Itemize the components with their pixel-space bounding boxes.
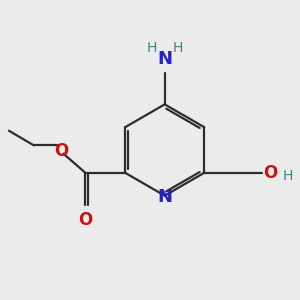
Text: H: H <box>146 41 157 55</box>
Text: H: H <box>283 169 293 183</box>
Text: N: N <box>157 50 172 68</box>
Text: O: O <box>78 211 93 229</box>
Text: O: O <box>54 142 68 160</box>
Text: N: N <box>157 188 172 206</box>
Text: H: H <box>173 41 183 55</box>
Text: O: O <box>263 164 278 182</box>
